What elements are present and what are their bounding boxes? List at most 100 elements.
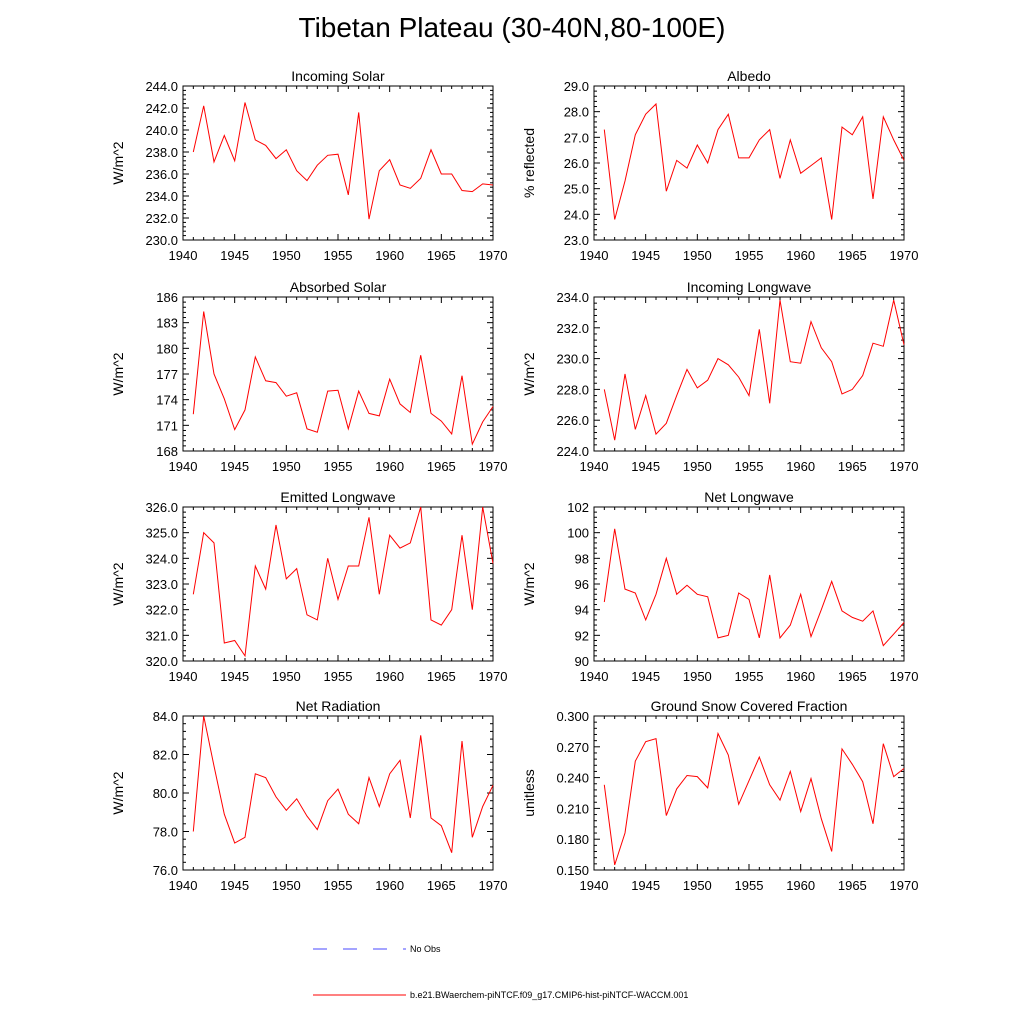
chart-panel: 1940 1945 1950 1955 1960 1965 1970 76.0 78.0 80.0…	[110, 698, 507, 893]
x-tick-label: 1965	[838, 248, 867, 263]
x-tick-label: 1950	[272, 248, 301, 263]
x-tick-label: 1960	[786, 459, 815, 474]
x-tick-label: 1970	[890, 669, 919, 684]
y-axis-label: W/m^2	[110, 141, 126, 184]
x-tick-label: 1940	[580, 669, 609, 684]
x-tick-label: 1965	[427, 459, 456, 474]
x-tick-label: 1960	[375, 248, 404, 263]
y-tick-label: 244.0	[145, 79, 178, 94]
y-tick-label: 325.0	[145, 526, 178, 541]
y-tick-label: 0.240	[556, 771, 589, 786]
x-tick-label: 1940	[169, 459, 198, 474]
y-tick-label: 96	[575, 577, 589, 592]
x-tick-label: 1950	[683, 878, 712, 893]
y-tick-label: 230.0	[556, 352, 589, 367]
x-tick-label: 1940	[169, 248, 198, 263]
x-tick-label: 1960	[786, 669, 815, 684]
x-tick-label: 1940	[580, 459, 609, 474]
y-tick-label: 92	[575, 628, 589, 643]
legend-model-line	[313, 994, 406, 996]
y-tick-label: 98	[575, 551, 589, 566]
y-tick-label: 78.0	[153, 825, 178, 840]
x-tick-label: 1950	[272, 459, 301, 474]
chart-panel: 1940 1945 1950 1955 1960 1965 1970 224.0 226.0 22…	[521, 279, 918, 474]
y-tick-label: 27.0	[564, 130, 589, 145]
x-tick-label: 1960	[786, 878, 815, 893]
plot-frame	[593, 715, 905, 871]
y-tick-label: 171	[156, 418, 178, 433]
x-tick-label: 1955	[324, 459, 353, 474]
x-tick-label: 1965	[427, 878, 456, 893]
y-tick-label: 0.270	[556, 740, 589, 755]
x-tick-label: 1955	[735, 669, 764, 684]
y-tick-label: 323.0	[145, 577, 178, 592]
y-tick-label: 0.150	[556, 863, 589, 878]
chart-panel: 1940 1945 1950 1955 1960 1965 1970 168 171 174 177…	[110, 279, 507, 474]
y-tick-label: 24.0	[564, 207, 589, 222]
y-axis-label: % reflected	[521, 128, 537, 198]
plot-frame	[182, 506, 494, 662]
y-axis-label: W/m^2	[521, 562, 537, 605]
x-tick-label: 1945	[220, 248, 249, 263]
series-line	[603, 102, 905, 220]
y-tick-label: 232.0	[145, 211, 178, 226]
plot-frame	[182, 85, 494, 241]
x-tick-label: 1940	[580, 878, 609, 893]
series-line	[603, 299, 905, 441]
x-tick-label: 1970	[890, 459, 919, 474]
y-tick-label: 224.0	[556, 444, 589, 459]
x-tick-label: 1970	[479, 669, 508, 684]
x-tick-label: 1950	[272, 669, 301, 684]
y-axis-label: W/m^2	[110, 352, 126, 395]
series-line	[603, 731, 905, 866]
x-tick-label: 1955	[735, 248, 764, 263]
y-tick-label: 320.0	[145, 654, 178, 669]
chart-panel: 1940 1945 1950 1955 1960 1965 1970 23.0 24.0 25.0…	[521, 68, 918, 263]
y-axis-label: unitless	[521, 769, 537, 816]
y-tick-label: 234.0	[145, 189, 178, 204]
panel-title: Incoming Longwave	[687, 279, 812, 295]
panel-title: Albedo	[727, 68, 771, 84]
x-tick-label: 1965	[838, 878, 867, 893]
x-tick-label: 1940	[169, 878, 198, 893]
legend-model-label: b.e21.BWaerchem-piNTCF.f09_g17.CMIP6-his…	[410, 990, 689, 1000]
y-tick-label: 322.0	[145, 603, 178, 618]
x-tick-label: 1955	[735, 878, 764, 893]
x-tick-label: 1955	[324, 878, 353, 893]
x-tick-label: 1955	[324, 248, 353, 263]
y-tick-label: 326.0	[145, 500, 178, 515]
x-tick-label: 1960	[786, 248, 815, 263]
panel-title: Ground Snow Covered Fraction	[651, 698, 848, 714]
y-tick-label: 28.0	[564, 105, 589, 120]
x-tick-label: 1965	[838, 669, 867, 684]
y-axis-label: W/m^2	[521, 352, 537, 395]
y-tick-label: 80.0	[153, 786, 178, 801]
panel-title: Emitted Longwave	[280, 489, 395, 505]
panel-title: Net Longwave	[704, 489, 794, 505]
y-axis-label: W/m^2	[110, 562, 126, 605]
y-tick-label: 183	[156, 316, 178, 331]
x-tick-label: 1970	[890, 248, 919, 263]
y-tick-label: 25.0	[564, 182, 589, 197]
plot-frame	[593, 85, 905, 241]
chart-panel: 1940 1945 1950 1955 1960 1965 1970 90 92 94 96 98 10…	[521, 489, 918, 684]
series-line	[603, 528, 905, 647]
y-tick-label: 321.0	[145, 628, 178, 643]
y-tick-label: 238.0	[145, 145, 178, 160]
panel-title: Incoming Solar	[291, 68, 385, 84]
x-tick-label: 1945	[220, 669, 249, 684]
x-tick-label: 1940	[580, 248, 609, 263]
panel-title: Net Radiation	[296, 698, 381, 714]
x-tick-label: 1965	[838, 459, 867, 474]
y-tick-label: 84.0	[153, 709, 178, 724]
panel-title: Absorbed Solar	[290, 279, 387, 295]
y-tick-label: 23.0	[564, 233, 589, 248]
x-tick-label: 1950	[683, 248, 712, 263]
series-line	[192, 102, 494, 220]
legend-obs-line	[313, 948, 406, 950]
x-tick-label: 1945	[220, 878, 249, 893]
plot-frame	[593, 506, 905, 662]
x-tick-label: 1945	[631, 669, 660, 684]
y-tick-label: 168	[156, 444, 178, 459]
